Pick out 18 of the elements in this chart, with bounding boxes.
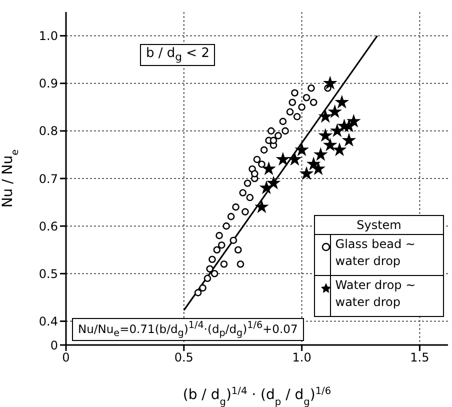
x-tick-label: 0: [62, 350, 70, 365]
text: (b / d$_{g}$)$^{1/4}$ · (d$_{p}$ / d$_{g}$)$^{1/6}$: [182, 386, 332, 407]
y-tick-label: 0.9: [38, 76, 58, 91]
x-tick-label: 1.0: [292, 350, 312, 365]
y-tick-label: 0.4: [38, 314, 58, 328]
y-tick-label: 0.7: [38, 172, 58, 186]
y-tick-label: 0.5: [38, 266, 58, 281]
annotation: b / d$_{g}$ < 2: [140, 44, 216, 66]
legend-label: Water drop ~ water drop: [334, 277, 417, 311]
x-tick-label: 0.5: [174, 350, 194, 365]
legend-label: Glass bead ~ water drop: [334, 236, 416, 270]
y-tick-label: 1.0: [38, 29, 58, 44]
x-tick-label: 1.5: [410, 350, 430, 365]
text: Nu/Nu$_{e}$=0.71(b/d$_{g}$)$^{1/4}$·(d$_{p}$/d$_{g}$)$^{1/6}$+0.07: [78, 320, 298, 340]
y-tick-label: 0.6: [38, 219, 58, 234]
y-tick-label: 0: [50, 338, 58, 352]
legend-title: System: [315, 216, 443, 235]
y-tick-label: 0.8: [38, 124, 58, 138]
